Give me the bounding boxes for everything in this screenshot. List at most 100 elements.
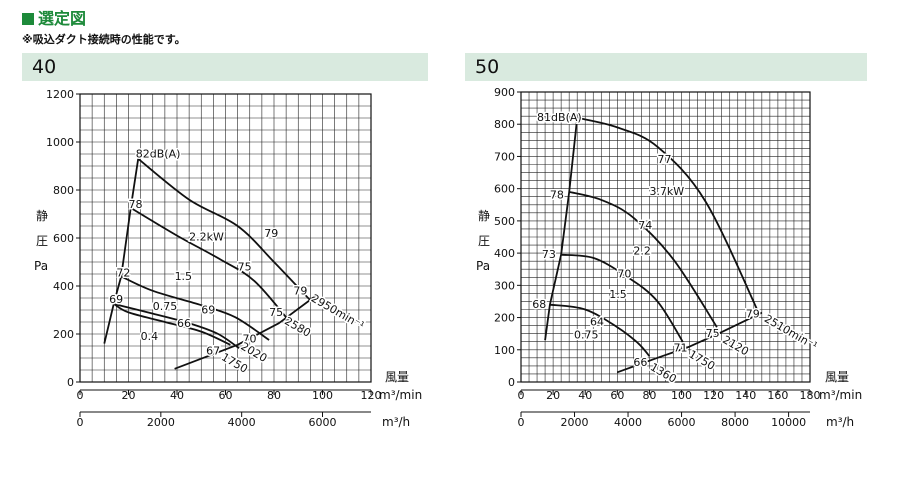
annotation-label: 68 xyxy=(532,298,546,311)
y-tick-label: 600 xyxy=(494,183,515,196)
series-curve xyxy=(130,207,292,324)
x-tick-label: 80 xyxy=(267,389,281,402)
x-tick-label: 20 xyxy=(546,389,560,402)
grid xyxy=(520,91,811,383)
x-tick-label: 160 xyxy=(767,389,788,402)
title-square-icon xyxy=(22,13,34,25)
annotation-label: 1750 xyxy=(686,348,717,373)
boundary-line xyxy=(103,158,140,344)
y-tick-label: 700 xyxy=(494,150,515,163)
series-curve xyxy=(549,303,651,357)
x-tick-label: 80 xyxy=(642,389,656,402)
y-axis-label: 圧 xyxy=(36,234,48,248)
page-title-text: 選定図 xyxy=(38,9,87,28)
x2-tick-label: 2000 xyxy=(561,416,589,429)
panel-title-40: 40 xyxy=(32,56,57,78)
annotation-label: 71 xyxy=(674,341,688,354)
annotation-label: 79 xyxy=(293,284,307,297)
x2-axis-label: m³/h xyxy=(826,415,854,429)
y-tick-label: 800 xyxy=(53,184,74,197)
y-tick-label: 200 xyxy=(53,328,74,341)
y-tick-label: 200 xyxy=(494,312,515,325)
page-note: ※吸込ダクト接続時の性能です。 xyxy=(22,33,186,46)
x-tick-label: 180 xyxy=(800,389,821,402)
series-curve xyxy=(568,191,718,328)
y-axis-label: 静 xyxy=(36,209,48,223)
x-axis-label: 風量 xyxy=(825,370,849,384)
annotation-label: 72 xyxy=(116,266,130,279)
annotation-label: 1.5 xyxy=(609,288,627,301)
x2-tick-label: 10000 xyxy=(771,416,806,429)
annotation-label: 82dB(A) xyxy=(136,148,181,161)
annotation-label: 69 xyxy=(109,293,123,306)
series-curve xyxy=(561,253,688,349)
y-tick-label: 400 xyxy=(494,247,515,260)
x-tick-label: 40 xyxy=(578,389,592,402)
annotation-label: 78 xyxy=(129,198,143,211)
y-tick-label: 600 xyxy=(53,232,74,245)
x-tick-label: 0 xyxy=(518,389,525,402)
x-tick-label: 140 xyxy=(735,389,756,402)
x-axis-label: 風量 xyxy=(385,370,409,384)
annotation-label: 79 xyxy=(746,308,760,321)
annotation-label: 0.4 xyxy=(141,330,159,343)
y-tick-label: 0 xyxy=(67,376,74,389)
x2-tick-label: 6000 xyxy=(309,416,337,429)
x2-tick-label: 0 xyxy=(518,416,525,429)
y-tick-label: 1200 xyxy=(46,88,74,101)
annotation-label: 66 xyxy=(177,317,191,330)
series-curve xyxy=(113,303,244,352)
annotation-label: 73 xyxy=(542,248,556,261)
grid xyxy=(79,93,372,383)
y-tick-label: 100 xyxy=(494,344,515,357)
annotation-label: 1.5 xyxy=(175,270,193,283)
x-tick-label: 120 xyxy=(703,389,724,402)
series-curve xyxy=(120,275,270,341)
y-tick-label: 300 xyxy=(494,279,515,292)
x-tick-label: 40 xyxy=(170,389,184,402)
x2-axis-label: m³/h xyxy=(382,415,410,429)
series-curve xyxy=(137,158,312,302)
annotation-label: 2510min⁻¹ xyxy=(762,312,820,353)
x2-tick-label: 2000 xyxy=(147,416,175,429)
annotation-label: 0.75 xyxy=(153,300,178,313)
annotation-label: 78 xyxy=(550,188,564,201)
y-tick-label: 0 xyxy=(508,376,515,389)
annotation-label: 75 xyxy=(269,306,283,319)
x2-tick-label: 8000 xyxy=(721,416,749,429)
y-axis-label: Pa xyxy=(34,259,48,273)
x-axis-label: m³/min xyxy=(819,388,862,402)
y-tick-label: 800 xyxy=(494,118,515,131)
annotation-label: 2580 xyxy=(282,315,313,340)
y-axis-label: Pa xyxy=(476,259,490,273)
panel-header-50: 50 xyxy=(465,53,867,81)
panel-title-50: 50 xyxy=(475,56,500,78)
x2-tick-label: 6000 xyxy=(668,416,696,429)
annotation-label: 2.2kW xyxy=(189,230,224,243)
plot-frame xyxy=(520,91,811,383)
x-tick-label: 60 xyxy=(610,389,624,402)
annotation-label: 3.7kW xyxy=(649,185,684,198)
annotation-label: 79 xyxy=(264,227,278,240)
x2-tick-label: 4000 xyxy=(228,416,256,429)
annotation-label: 69 xyxy=(201,304,215,317)
annotation-label: 75 xyxy=(238,260,252,273)
x-tick-label: 60 xyxy=(219,389,233,402)
x-tick-label: 0 xyxy=(77,389,84,402)
x-axis-label: m³/min xyxy=(379,388,422,402)
annotation-label: 81dB(A) xyxy=(537,111,582,124)
x-tick-label: 100 xyxy=(671,389,692,402)
series-curve xyxy=(576,116,760,314)
x-tick-label: 120 xyxy=(361,389,382,402)
annotation-label: 77 xyxy=(657,153,671,166)
annotation-label: 66 xyxy=(633,356,647,369)
x-tick-label: 100 xyxy=(312,389,333,402)
x-tick-label: 20 xyxy=(122,389,136,402)
annotation-label: 64 xyxy=(590,316,604,329)
annotation-label: 70 xyxy=(242,332,256,345)
y-tick-label: 900 xyxy=(494,86,515,99)
annotation-label: 2120 xyxy=(720,333,751,358)
boundary-line xyxy=(616,311,763,374)
boundary-line xyxy=(544,117,579,341)
